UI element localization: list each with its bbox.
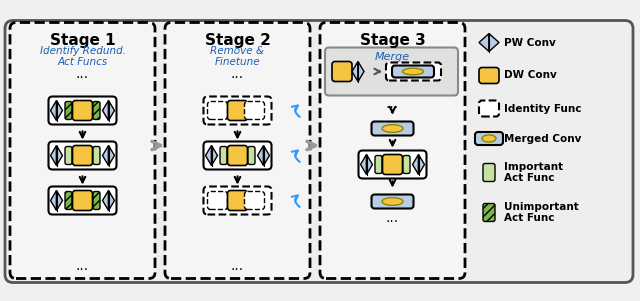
Polygon shape (489, 33, 499, 51)
Text: Unimportant
Act Func: Unimportant Act Func (504, 202, 579, 223)
FancyBboxPatch shape (371, 194, 413, 209)
Text: ...: ... (76, 67, 89, 82)
Polygon shape (358, 61, 364, 82)
FancyBboxPatch shape (227, 101, 248, 120)
Text: DW Conv: DW Conv (504, 70, 557, 80)
Ellipse shape (482, 135, 496, 142)
FancyBboxPatch shape (72, 145, 93, 166)
FancyBboxPatch shape (49, 97, 116, 125)
FancyBboxPatch shape (72, 191, 93, 210)
Text: Important
Act Func: Important Act Func (504, 162, 563, 183)
FancyBboxPatch shape (65, 101, 72, 119)
FancyBboxPatch shape (244, 101, 264, 119)
Text: Stage 3: Stage 3 (360, 33, 426, 48)
Polygon shape (109, 191, 115, 210)
Polygon shape (352, 61, 358, 82)
FancyBboxPatch shape (475, 132, 503, 145)
FancyBboxPatch shape (49, 187, 116, 215)
Text: ...: ... (386, 97, 399, 110)
FancyBboxPatch shape (220, 147, 227, 165)
Text: Stage 2: Stage 2 (205, 33, 271, 48)
FancyBboxPatch shape (325, 48, 458, 95)
Polygon shape (264, 145, 269, 166)
Text: ...: ... (386, 212, 399, 225)
FancyBboxPatch shape (320, 23, 465, 278)
FancyBboxPatch shape (479, 101, 499, 116)
FancyBboxPatch shape (65, 147, 72, 165)
FancyBboxPatch shape (227, 191, 248, 210)
FancyBboxPatch shape (10, 23, 155, 278)
FancyBboxPatch shape (483, 163, 495, 182)
FancyBboxPatch shape (248, 147, 255, 165)
Polygon shape (102, 101, 109, 120)
Polygon shape (102, 145, 109, 166)
FancyBboxPatch shape (65, 191, 72, 209)
Text: ...: ... (231, 259, 244, 274)
Ellipse shape (382, 198, 403, 205)
FancyBboxPatch shape (93, 147, 100, 165)
Polygon shape (56, 101, 63, 120)
Polygon shape (211, 145, 218, 166)
FancyBboxPatch shape (358, 150, 426, 178)
Polygon shape (56, 191, 63, 210)
FancyBboxPatch shape (375, 156, 382, 173)
Polygon shape (257, 145, 264, 166)
Polygon shape (413, 154, 419, 175)
FancyBboxPatch shape (383, 154, 403, 175)
FancyBboxPatch shape (93, 101, 100, 119)
FancyBboxPatch shape (204, 187, 271, 215)
Text: ...: ... (231, 67, 244, 82)
FancyBboxPatch shape (386, 63, 441, 80)
Polygon shape (56, 145, 63, 166)
Ellipse shape (382, 125, 403, 132)
Polygon shape (367, 154, 372, 175)
Polygon shape (479, 33, 489, 51)
Text: Stage 1: Stage 1 (50, 33, 115, 48)
Text: Merge: Merge (375, 51, 410, 61)
FancyBboxPatch shape (244, 191, 264, 209)
Text: Identify Redund.
Act Funcs: Identify Redund. Act Funcs (40, 46, 125, 67)
FancyBboxPatch shape (371, 122, 413, 135)
FancyBboxPatch shape (72, 101, 93, 120)
FancyBboxPatch shape (165, 23, 310, 278)
FancyBboxPatch shape (207, 101, 227, 119)
Polygon shape (102, 191, 109, 210)
Ellipse shape (403, 68, 424, 75)
FancyBboxPatch shape (5, 20, 633, 283)
Polygon shape (419, 154, 424, 175)
Text: ...: ... (76, 259, 89, 274)
FancyBboxPatch shape (227, 145, 248, 166)
FancyBboxPatch shape (49, 141, 116, 169)
Text: Merged Conv: Merged Conv (504, 134, 581, 144)
Polygon shape (109, 101, 115, 120)
FancyBboxPatch shape (479, 67, 499, 83)
Text: PW Conv: PW Conv (504, 38, 556, 48)
Polygon shape (360, 154, 367, 175)
Text: Identity Func: Identity Func (504, 104, 582, 113)
FancyBboxPatch shape (207, 191, 227, 209)
Polygon shape (51, 101, 56, 120)
Polygon shape (109, 145, 115, 166)
Polygon shape (51, 191, 56, 210)
FancyBboxPatch shape (332, 61, 352, 82)
FancyBboxPatch shape (483, 203, 495, 222)
Polygon shape (205, 145, 211, 166)
FancyBboxPatch shape (204, 141, 271, 169)
Text: Remove &
Finetune: Remove & Finetune (211, 46, 264, 67)
Polygon shape (51, 145, 56, 166)
FancyBboxPatch shape (392, 66, 434, 77)
FancyBboxPatch shape (93, 191, 100, 209)
FancyBboxPatch shape (204, 97, 271, 125)
FancyBboxPatch shape (403, 156, 410, 173)
